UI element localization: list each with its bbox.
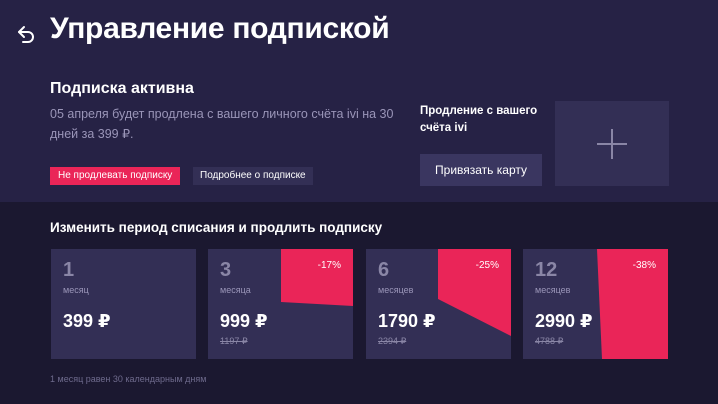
period-card-12-months[interactable]: 12 месяцев 2990 ₽ 4788 ₽ -38% [523,249,668,359]
period-old-price: 4788 ₽ [535,336,564,346]
subscription-details-button[interactable]: Подробнее о подписке [193,167,313,185]
period-price: 2990 ₽ [535,311,593,331]
period-price: 1790 ₽ [378,311,436,331]
period-unit: месяцев [378,285,414,295]
period-old-price: 1197 ₽ [220,336,248,346]
discount-label: -25% [475,260,499,271]
period-card-6-months[interactable]: 6 месяцев 1790 ₽ 2394 ₽ -25% [366,249,511,359]
period-unit: месяца [220,285,251,295]
stop-renewal-button[interactable]: Не продлевать подписку [50,167,181,185]
discount-badge [281,249,353,306]
discount-label: -38% [632,260,656,271]
period-old-price: 2394 ₽ [378,336,407,346]
discount-label: -17% [317,260,341,271]
period-count: 1 [63,259,75,281]
period-card-1-month[interactable]: 1 месяц 399 ₽ [51,249,196,359]
period-count: 6 [378,259,390,281]
period-section-title: Изменить период списания и продлить подп… [50,220,383,235]
period-count: 3 [220,259,232,281]
period-footnote: 1 месяц равен 30 календарным дням [50,374,207,384]
add-card-button[interactable] [555,101,669,186]
bind-card-button[interactable]: Привязать карту [420,154,542,186]
page-title: Управление подпиской [50,12,390,45]
period-card-3-months[interactable]: 3 месяца 999 ₽ 1197 ₽ -17% [208,249,353,359]
period-price: 399 ₽ [63,311,111,331]
period-count: 12 [535,259,558,281]
discount-badge [438,249,511,336]
period-unit: месяцев [535,285,571,295]
renewal-label: Продление с вашего счёта ivi [420,105,538,134]
back-arrow-icon[interactable] [14,22,38,46]
period-unit: месяц [63,285,89,295]
subscription-status: Подписка активна [50,80,194,97]
discount-badge [597,249,668,359]
subscription-description: 05 апреля будет продлена с вашего личног… [50,107,394,141]
period-price: 999 ₽ [220,311,268,331]
